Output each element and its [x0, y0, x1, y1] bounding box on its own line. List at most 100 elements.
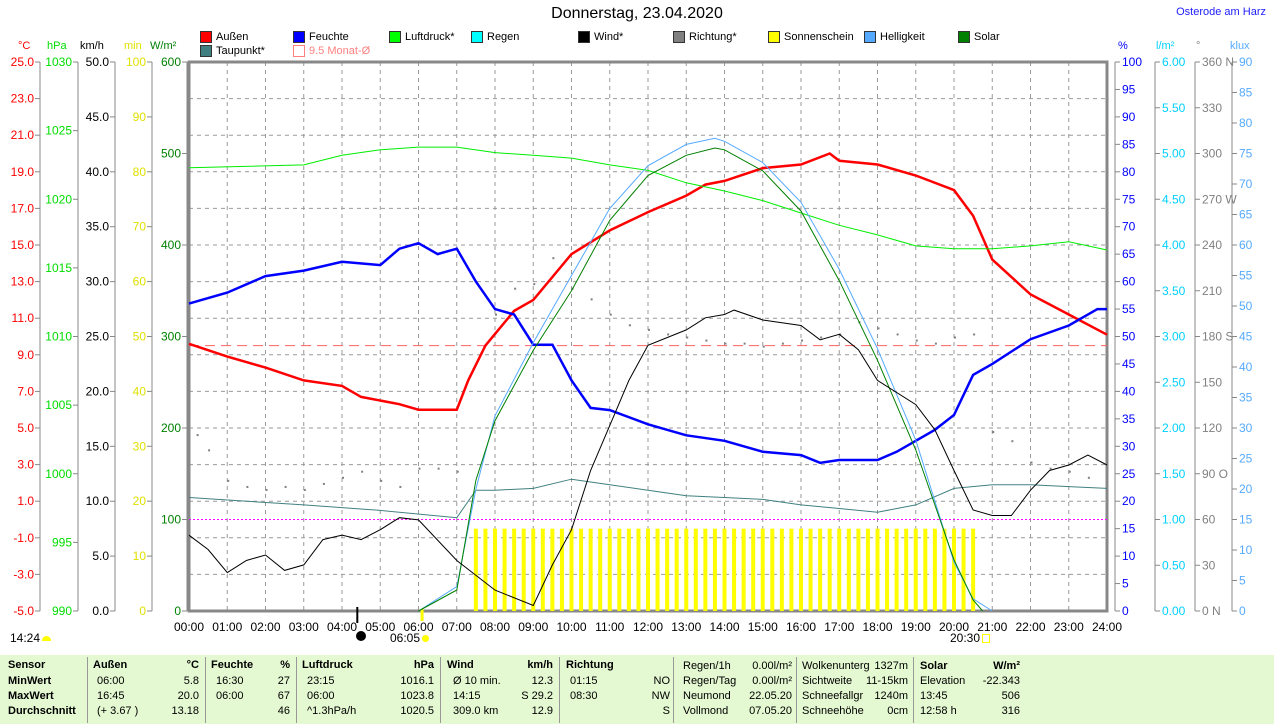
sunshine-bar	[827, 528, 832, 611]
axis-label-temp: 3.0	[17, 458, 34, 472]
axis-label-sun: 0	[139, 604, 146, 618]
legend-swatch	[471, 31, 483, 43]
axis-label-pressure: 1010	[45, 330, 72, 344]
moonrise-marker: 14:24	[10, 631, 52, 645]
unit-wind: km/h	[80, 40, 104, 52]
table-cell: 316	[1001, 705, 1020, 717]
axis-label-lux: 85	[1239, 86, 1253, 100]
axis-label-dir: 240	[1202, 238, 1222, 252]
sunshine-bar	[885, 528, 890, 611]
axis-label-hum: 75	[1122, 192, 1136, 206]
axis-label-lux: 40	[1239, 360, 1253, 374]
table-cell: Schneefallgr	[802, 690, 864, 702]
axis-label-hum: 5	[1122, 577, 1129, 591]
table-cell: 22.05.20	[749, 690, 792, 702]
axis-label-wind: 40.0	[86, 165, 110, 179]
sunshine-bar	[818, 528, 823, 611]
sunshine-bar	[799, 528, 803, 611]
legend-swatch	[958, 31, 970, 43]
table-cell: MaxWert	[8, 690, 54, 702]
axis-label-wind: 50.0	[86, 55, 110, 69]
series-luftdruck	[188, 146, 1108, 251]
table-cell: (+ 3.67 )	[97, 705, 139, 717]
table-cell: 23:15	[307, 675, 335, 687]
sunshine-bar	[540, 528, 545, 611]
axis-label-dir: 0 N	[1202, 604, 1221, 618]
header-feuchte-unit: %	[280, 659, 290, 671]
table-cell: 06:00	[97, 675, 125, 687]
table-cell: 12:58 h	[920, 705, 957, 717]
x-tick-label: 02:00	[250, 620, 280, 634]
axis-label-lux: 90	[1239, 55, 1253, 69]
sunshine-bar	[732, 528, 737, 611]
axis-label-rain: 2.50	[1162, 375, 1186, 389]
sunshine-bar	[894, 528, 899, 611]
x-tick-label: 00:00	[174, 620, 204, 634]
table-cell: 1016.1	[400, 675, 434, 687]
chart-title: Donnerstag, 23.04.2020	[551, 5, 723, 22]
moonrise-time: 14:24	[10, 631, 41, 645]
axis-label-solar: 300	[161, 330, 181, 344]
table-cell: Solar	[920, 660, 948, 672]
legend-label: Außen	[216, 31, 249, 43]
direction-point	[456, 470, 459, 473]
legend-item: Richtung*	[673, 31, 737, 43]
axis-label-sun: 70	[133, 220, 147, 234]
table-cell: S 29.2	[521, 690, 553, 702]
sunshine-bar	[770, 528, 775, 611]
direction-point	[322, 482, 325, 485]
table-cell: 16:30	[216, 675, 244, 687]
sunset-icon	[982, 633, 991, 643]
sunshine-bar	[550, 528, 555, 611]
header-richtung: Richtung	[566, 659, 614, 671]
x-tick-label: 16:00	[786, 620, 816, 634]
direction-point	[1068, 470, 1071, 473]
table-cell: 20.0	[177, 690, 199, 702]
table-cell: 27	[277, 675, 290, 687]
sunshine-bar	[493, 528, 497, 611]
table-cell: Sichtweite	[802, 675, 853, 687]
direction-point	[743, 342, 746, 345]
sunshine-bar	[473, 528, 478, 611]
x-tick-label: 01:00	[212, 620, 242, 634]
axis-label-rain: 1.50	[1162, 467, 1186, 481]
table-cell: Schneehöhe	[802, 705, 864, 717]
legend-swatch	[864, 31, 876, 43]
table-cell: 08:30	[570, 690, 598, 702]
direction-point	[246, 485, 249, 488]
axis-label-hum: 100	[1122, 55, 1142, 69]
direction-point	[877, 327, 880, 330]
axis-label-sun: 40	[133, 384, 147, 398]
direction-point	[418, 467, 421, 470]
direction-point	[896, 333, 899, 336]
table-cell: 1327m	[874, 660, 908, 672]
axis-label-lux: 0	[1239, 604, 1246, 618]
legend-item: Luftdruck*	[389, 31, 455, 43]
sunshine-bar	[598, 528, 603, 611]
x-tick-label: 23:00	[1054, 620, 1084, 634]
axis-label-temp: 7.0	[17, 384, 34, 398]
header-feuchte: Feuchte	[211, 659, 254, 671]
axis-label-hum: 45	[1122, 357, 1136, 371]
direction-point	[196, 434, 199, 437]
axis-label-hum: 55	[1122, 302, 1136, 316]
header-sensor: Sensor	[8, 659, 46, 671]
axis-label-hum: 20	[1122, 494, 1136, 508]
axis-label-solar: 500	[161, 147, 181, 161]
axis-label-temp: 9.0	[17, 348, 34, 362]
table-cell: 1240m	[874, 690, 908, 702]
legend-item: 9.5 Monat-Ø	[293, 45, 370, 57]
sunshine-bar	[741, 528, 746, 611]
x-tick-label: 24:00	[1092, 620, 1122, 634]
legend-label: Regen	[487, 31, 520, 43]
axis-label-lux: 80	[1239, 116, 1253, 130]
sunshine-bar	[961, 528, 966, 611]
axis-label-lux: 75	[1239, 147, 1253, 161]
sunshine-bar	[779, 528, 784, 611]
direction-point	[265, 489, 268, 491]
table-cell: Vollmond	[683, 705, 729, 717]
legend-swatch	[293, 31, 305, 43]
x-tick-label: 14:00	[709, 620, 739, 634]
table-cell: Regen/1h	[683, 660, 731, 672]
axis-label-dir: 90 O	[1202, 467, 1228, 481]
